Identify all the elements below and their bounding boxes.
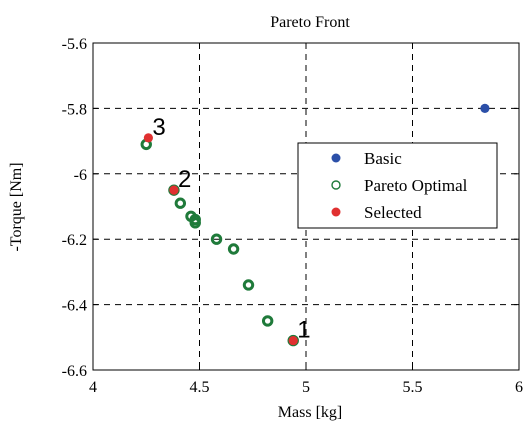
data-points <box>140 103 490 347</box>
x-axis-label: Mass [kg] <box>278 404 342 421</box>
legend-marker <box>331 153 341 163</box>
x-tick-label: 4.5 <box>190 379 210 396</box>
x-tick-label: 4 <box>89 379 97 396</box>
legend-label: Basic <box>364 149 402 168</box>
point-basic <box>480 103 490 113</box>
x-tick-label: 5.5 <box>403 379 423 396</box>
legend-label: Selected <box>364 203 422 222</box>
point-selected <box>169 185 179 195</box>
y-tick-label: -5.8 <box>62 101 87 118</box>
annotation-label: 3 <box>152 114 165 141</box>
legend-box <box>297 142 498 229</box>
y-tick-label: -6 <box>74 167 87 184</box>
annotation-label: 1 <box>297 317 310 344</box>
legend-marker <box>331 180 341 190</box>
y-axis-label: -Torque [Nm] <box>8 162 25 251</box>
legend: Basic Pareto Optimal Selected <box>297 142 498 229</box>
y-tick-label: -6.4 <box>62 298 87 315</box>
series-selected <box>143 133 298 346</box>
y-tick-label: -5.6 <box>62 36 87 53</box>
point-pareto-optimal <box>227 243 240 255</box>
y-tick-label: -6.2 <box>62 232 87 249</box>
series-basic <box>480 103 490 113</box>
x-tick-label: 5 <box>302 379 310 396</box>
point-pareto-optimal <box>189 217 201 229</box>
tick-labels: 4 4.5 5 5.5 6 -5.6 -5.8 -6 -6.2 -6.4 -6.6 <box>62 36 523 396</box>
legend-label: Pareto Optimal <box>364 176 468 195</box>
point-annotations: 1 23 <box>152 114 310 344</box>
x-tick-label: 6 <box>515 379 523 396</box>
legend-item-basic: Basic <box>331 149 402 168</box>
point-selected <box>143 133 153 143</box>
point-pareto-optimal <box>261 315 274 327</box>
plot-frame <box>92 42 520 371</box>
legend-item-pareto-optimal: Pareto Optimal <box>331 176 468 195</box>
point-pareto-optimal <box>242 279 255 291</box>
y-tick-label: -6.6 <box>62 363 87 380</box>
legend-item-selected: Selected <box>331 203 422 222</box>
point-pareto-optimal <box>210 233 223 245</box>
point-selected <box>288 335 298 346</box>
point-pareto-optimal <box>174 197 187 209</box>
axes <box>92 42 520 371</box>
legend-marker <box>331 207 341 217</box>
chart-title: Pareto Front <box>270 14 350 31</box>
annotation-label: 2 <box>178 166 191 193</box>
